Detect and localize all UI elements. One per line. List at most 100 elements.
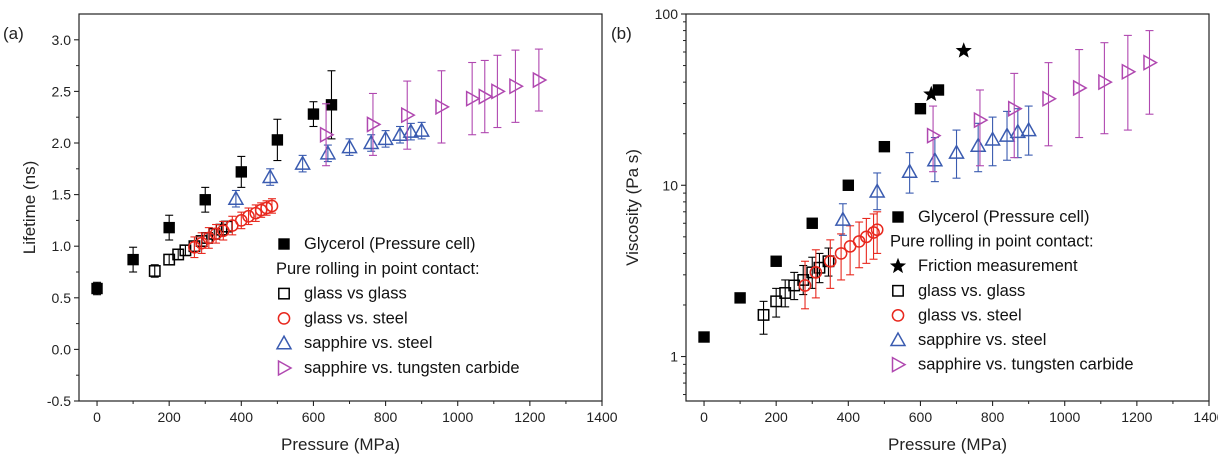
data-point-glass-vs-steel	[242, 209, 255, 223]
legend-marker-glycerol-pressure-cell	[278, 238, 290, 250]
data-point-glycerol-pressure-cell	[127, 253, 139, 266]
legend-marker-glass-vs-glass	[278, 287, 290, 300]
x-tick-label: 0	[700, 409, 708, 425]
x-tick-label: 0	[93, 409, 101, 425]
legend-marker-sapphire-vs-steel	[275, 334, 293, 350]
legend-header: Pure rolling in point contact:	[276, 260, 480, 278]
x-tick-label: 400	[837, 409, 861, 425]
legend-label-glass-vs-glass: glass vs. glass	[918, 282, 1025, 300]
data-point-glass-vs-glass	[148, 265, 161, 277]
series-friction-measurement	[923, 42, 972, 102]
data-point-sapphire-vs-tungsten-carbide	[509, 77, 524, 95]
x-tick-label: 800	[374, 409, 398, 425]
series-glycerol-pressure-cell	[698, 84, 945, 343]
x-tick-label: 1000	[442, 409, 473, 425]
y-axis-label: Lifetime (ns)	[20, 161, 39, 255]
legend-label-glass-vs-glass: glass vs glass	[304, 285, 407, 303]
data-point-glass-vs-steel	[870, 223, 884, 237]
data-point-sapphire-vs-steel	[926, 151, 944, 167]
data-point-friction-measurement	[923, 85, 940, 102]
data-point-glass-vs-steel	[834, 247, 848, 260]
data-point-sapphire-vs-steel	[969, 137, 987, 153]
data-point-sapphire-vs-tungsten-carbide	[1121, 63, 1137, 81]
series-glass-vs-steel	[188, 198, 279, 259]
y-tick-label: 0.0	[52, 341, 72, 357]
data-point-glycerol-pressure-cell	[91, 282, 103, 295]
panel-a-lifetime-chart: 0 200 400 600 800 1000 1200 1400 -0.5 0.0 0.5 1.0 1.…	[3, 13, 618, 454]
y-tick-label: 2.0	[52, 135, 72, 151]
data-point-sapphire-vs-steel	[362, 134, 380, 150]
series-sapphire-vs-steel	[227, 121, 430, 208]
legend-marker-glass-vs-glass	[892, 284, 904, 297]
x-axis-label: Pressure (MPa)	[281, 435, 400, 454]
legend-label-glass-vs-steel: glass vs. steel	[304, 309, 408, 327]
data-point-sapphire-vs-steel	[834, 211, 852, 226]
data-point-glass-vs-steel	[254, 203, 268, 217]
data-point-sapphire-vs-steel	[319, 144, 337, 160]
data-point-glass-vs-steel	[260, 201, 273, 215]
data-point-sapphire-vs-steel	[901, 163, 918, 178]
legend: Glycerol (Pressure cell) Pure rolling in …	[889, 208, 1134, 374]
data-point-glycerol-pressure-cell	[199, 194, 211, 206]
data-point-sapphire-vs-steel	[261, 168, 279, 184]
y-tick-label: 1.5	[52, 187, 72, 203]
x-tick-label: 400	[230, 409, 254, 425]
x-tick-label: 200	[157, 409, 181, 425]
data-point-sapphire-vs-tungsten-carbide	[366, 116, 382, 133]
data-point-sapphire-vs-tungsten-carbide	[532, 71, 548, 89]
data-point-glycerol-pressure-cell	[698, 331, 710, 343]
data-point-sapphire-vs-tungsten-carbide	[435, 98, 451, 116]
legend-label-sapphire-vs-steel: sapphire vs. steel	[304, 334, 432, 352]
data-point-sapphire-vs-steel	[948, 144, 965, 159]
data-point-sapphire-vs-tungsten-carbide	[1098, 73, 1113, 91]
series-sapphire-vs-tungsten-carbide	[319, 48, 548, 167]
data-point-sapphire-vs-tungsten-carbide	[478, 88, 494, 105]
data-point-sapphire-vs-tungsten-carbide	[1007, 100, 1023, 117]
x-tick-label: 1000	[1049, 409, 1080, 425]
series-glass-vs-glass	[757, 247, 835, 335]
panel-b-viscosity-chart: 0 200 400 600 800 1000 1200 1400 1 10 100 Pressure …	[611, 6, 1218, 454]
y-tick-label: 1.0	[52, 238, 72, 254]
y-tick-label: 10	[662, 177, 678, 193]
data-point-sapphire-vs-tungsten-carbide	[973, 111, 989, 129]
legend-label-glycerol-pressure-cell: Glycerol (Pressure cell)	[304, 235, 475, 253]
y-axis-label: Viscosity (Pa s)	[623, 149, 642, 266]
data-point-glycerol-pressure-cell	[878, 140, 891, 153]
x-tick-label: 1400	[586, 409, 617, 425]
data-point-glycerol-pressure-cell	[307, 108, 320, 120]
legend-label-sapphire-vs-steel: sapphire vs. steel	[918, 331, 1046, 349]
x-axis-label: Pressure (MPa)	[888, 435, 1007, 454]
series-glycerol-pressure-cell	[91, 70, 338, 296]
legend-label-sapphire-vs-tungsten-carbide: sapphire vs. tungsten carbide	[918, 356, 1134, 374]
data-point-glycerol-pressure-cell	[163, 221, 175, 234]
data-point-sapphire-vs-steel	[377, 130, 394, 146]
data-point-sapphire-vs-tungsten-carbide	[491, 83, 506, 100]
series-sapphire-vs-tungsten-carbide	[926, 30, 1159, 173]
data-point-glass-vs-steel	[823, 254, 837, 268]
series-sapphire-vs-steel	[834, 105, 1037, 236]
data-point-glass-vs-steel	[867, 226, 880, 239]
legend-marker-glass-vs-steel	[277, 312, 291, 325]
y-tick-label: 100	[655, 6, 679, 22]
data-point-glycerol-pressure-cell	[770, 255, 782, 267]
x-tick-label: 800	[981, 409, 1005, 425]
legend-label-glass-vs-steel: glass vs. steel	[918, 306, 1022, 324]
y-tick-label: 2.5	[52, 83, 72, 99]
data-point-glass-vs-glass	[770, 295, 783, 308]
data-point-sapphire-vs-steel	[1020, 121, 1037, 137]
data-point-sapphire-vs-tungsten-carbide	[1072, 79, 1088, 97]
series-glass-vs-steel	[798, 211, 884, 310]
data-point-sapphire-vs-tungsten-carbide	[319, 126, 335, 144]
data-point-glass-vs-steel	[234, 214, 248, 227]
legend-label-sapphire-vs-tungsten-carbide: sapphire vs. tungsten carbide	[304, 359, 520, 377]
data-point-sapphire-vs-tungsten-carbide	[1042, 90, 1058, 108]
x-tick-label: 600	[302, 409, 326, 425]
data-point-glass-vs-steel	[809, 266, 823, 279]
data-point-sapphire-vs-steel	[227, 190, 245, 205]
data-point-glycerol-pressure-cell	[806, 217, 818, 229]
legend-marker-glass-vs-steel	[891, 309, 905, 322]
x-tick-label: 1400	[1193, 409, 1218, 425]
plot-frame	[685, 13, 1210, 402]
data-point-glycerol-pressure-cell	[914, 102, 927, 115]
